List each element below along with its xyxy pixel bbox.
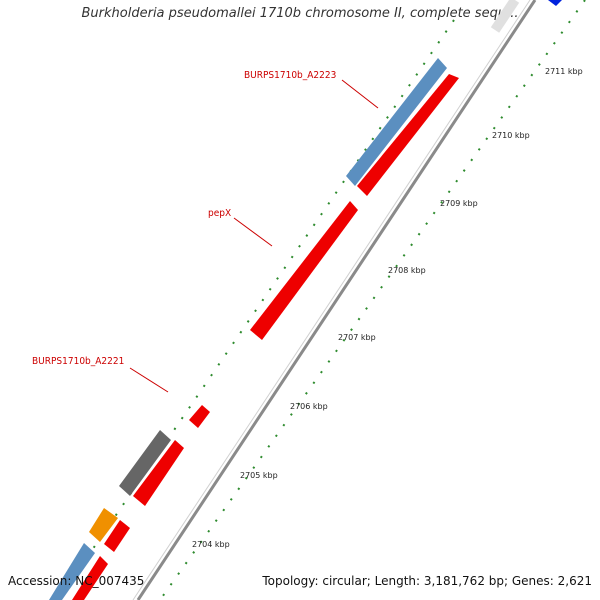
leader-pepx	[233, 217, 273, 247]
accession-text: Accession: NC_007435	[8, 574, 145, 588]
leader-a2221	[129, 367, 169, 393]
gene-block-a2221	[189, 405, 210, 428]
tick-label-2707: 2707 kbp	[338, 333, 376, 342]
gene-label-pepx: pepX	[208, 208, 231, 219]
tick-label-2706: 2706 kbp	[290, 402, 328, 411]
leader-a2223	[341, 79, 379, 109]
tick-label-2708: 2708 kbp	[388, 266, 426, 275]
topology-summary: Topology: circular; Length: 3,181,762 bp…	[262, 574, 592, 588]
tick-label-2705: 2705 kbp	[240, 471, 278, 480]
gene-block-red-lower	[133, 440, 184, 506]
tick-label-2711: 2711 kbp	[545, 67, 583, 76]
outer-tick-track	[57, 19, 455, 600]
gene-label-a2223: BURPS1710b_A2223	[244, 70, 336, 81]
gene-label-a2221: BURPS1710b_A2221	[32, 356, 124, 367]
faded-feature-top	[490, 0, 520, 33]
backbone-shadow	[132, 0, 531, 600]
tick-label-2709: 2709 kbp	[440, 199, 478, 208]
map-title: Burkholderia pseudomallei 1710b chromoso…	[81, 6, 519, 21]
gene-block-blue-bottom	[49, 543, 95, 600]
gene-block-red-small	[104, 520, 130, 552]
gene-block-orange	[89, 508, 118, 542]
gene-block-red-bottom	[72, 556, 108, 600]
gene-block-pepx	[250, 201, 358, 340]
backbone-line	[136, 0, 537, 600]
inner-tick-track	[159, 0, 586, 600]
gene-block-red-a2223	[357, 74, 459, 196]
tick-label-2704: 2704 kbp	[192, 540, 230, 549]
gene-block-blue-a2223	[346, 58, 447, 186]
tick-label-2710: 2710 kbp	[492, 131, 530, 140]
partial-feature-top	[548, 0, 562, 6]
gene-block-gray	[119, 430, 171, 496]
